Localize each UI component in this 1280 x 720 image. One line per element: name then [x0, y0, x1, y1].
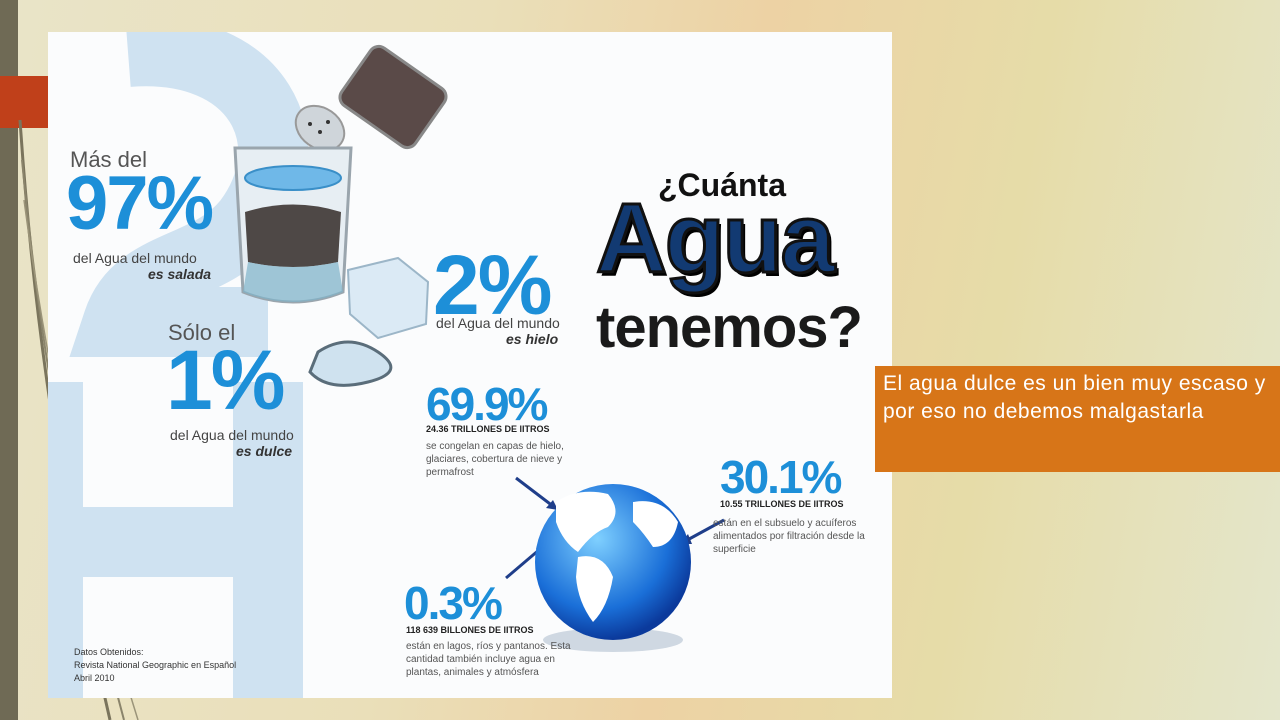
ice-cube-icon: [308, 256, 430, 387]
water-infographic: Más del 97% del Agua del mundo es salada…: [48, 32, 892, 698]
desc-97: del Agua del mundo: [73, 250, 197, 266]
desc-2: del Agua del mundo: [436, 315, 560, 331]
stat-2: 2%: [433, 238, 552, 332]
bold-2: es hielo: [506, 331, 559, 347]
stat-1: 1%: [166, 333, 285, 427]
source-line: Datos Obtenidos:: [74, 647, 144, 657]
lead-97-text: Más del: [70, 147, 148, 172]
sub-301: 10.55 TRILLONES DE lITROS: [720, 499, 844, 509]
slide-left-bar: [0, 0, 18, 720]
source-line: Revista National Geographic en Español: [74, 660, 237, 670]
stat-03: 0.3%: [404, 577, 503, 629]
stat-97: 97%: [66, 161, 214, 246]
title-agua: Agua: [595, 182, 837, 295]
bold-97: es salada: [148, 266, 212, 282]
salt-shaker-icon: [294, 44, 448, 152]
callout-text-box: El agua dulce es un bien muy escaso y po…: [875, 366, 1280, 472]
lead-1-text: Sólo el: [168, 320, 236, 345]
sub-03: 118 639 BILLONES DE lITROS: [406, 625, 534, 635]
stat-699: 69.9%: [426, 378, 548, 430]
title-tenemos: tenemos?: [596, 295, 863, 360]
sub-699: 24.36 TRILLONES DE lITROS: [426, 424, 550, 434]
stat-301: 30.1%: [720, 451, 842, 503]
source-line: Abril 2010: [74, 673, 115, 683]
globe-icon: [535, 484, 691, 652]
title-cuanta: ¿Cuánta: [658, 167, 786, 203]
bold-1: es dulce: [236, 443, 293, 459]
water-glass-icon: [233, 146, 353, 304]
desc-699: se congelan en capas de hielo, glaciares…: [426, 441, 564, 478]
sources-block: Datos Obtenidos: Revista National Geogra…: [74, 646, 236, 685]
desc-03: están en lagos, ríos y pantanos. Esta ca…: [406, 641, 571, 678]
desc-1: del Agua del mundo: [170, 427, 294, 443]
desc-301: están en el subsuelo y acuíferos aliment…: [713, 518, 865, 555]
slide-red-tab: [0, 76, 49, 128]
